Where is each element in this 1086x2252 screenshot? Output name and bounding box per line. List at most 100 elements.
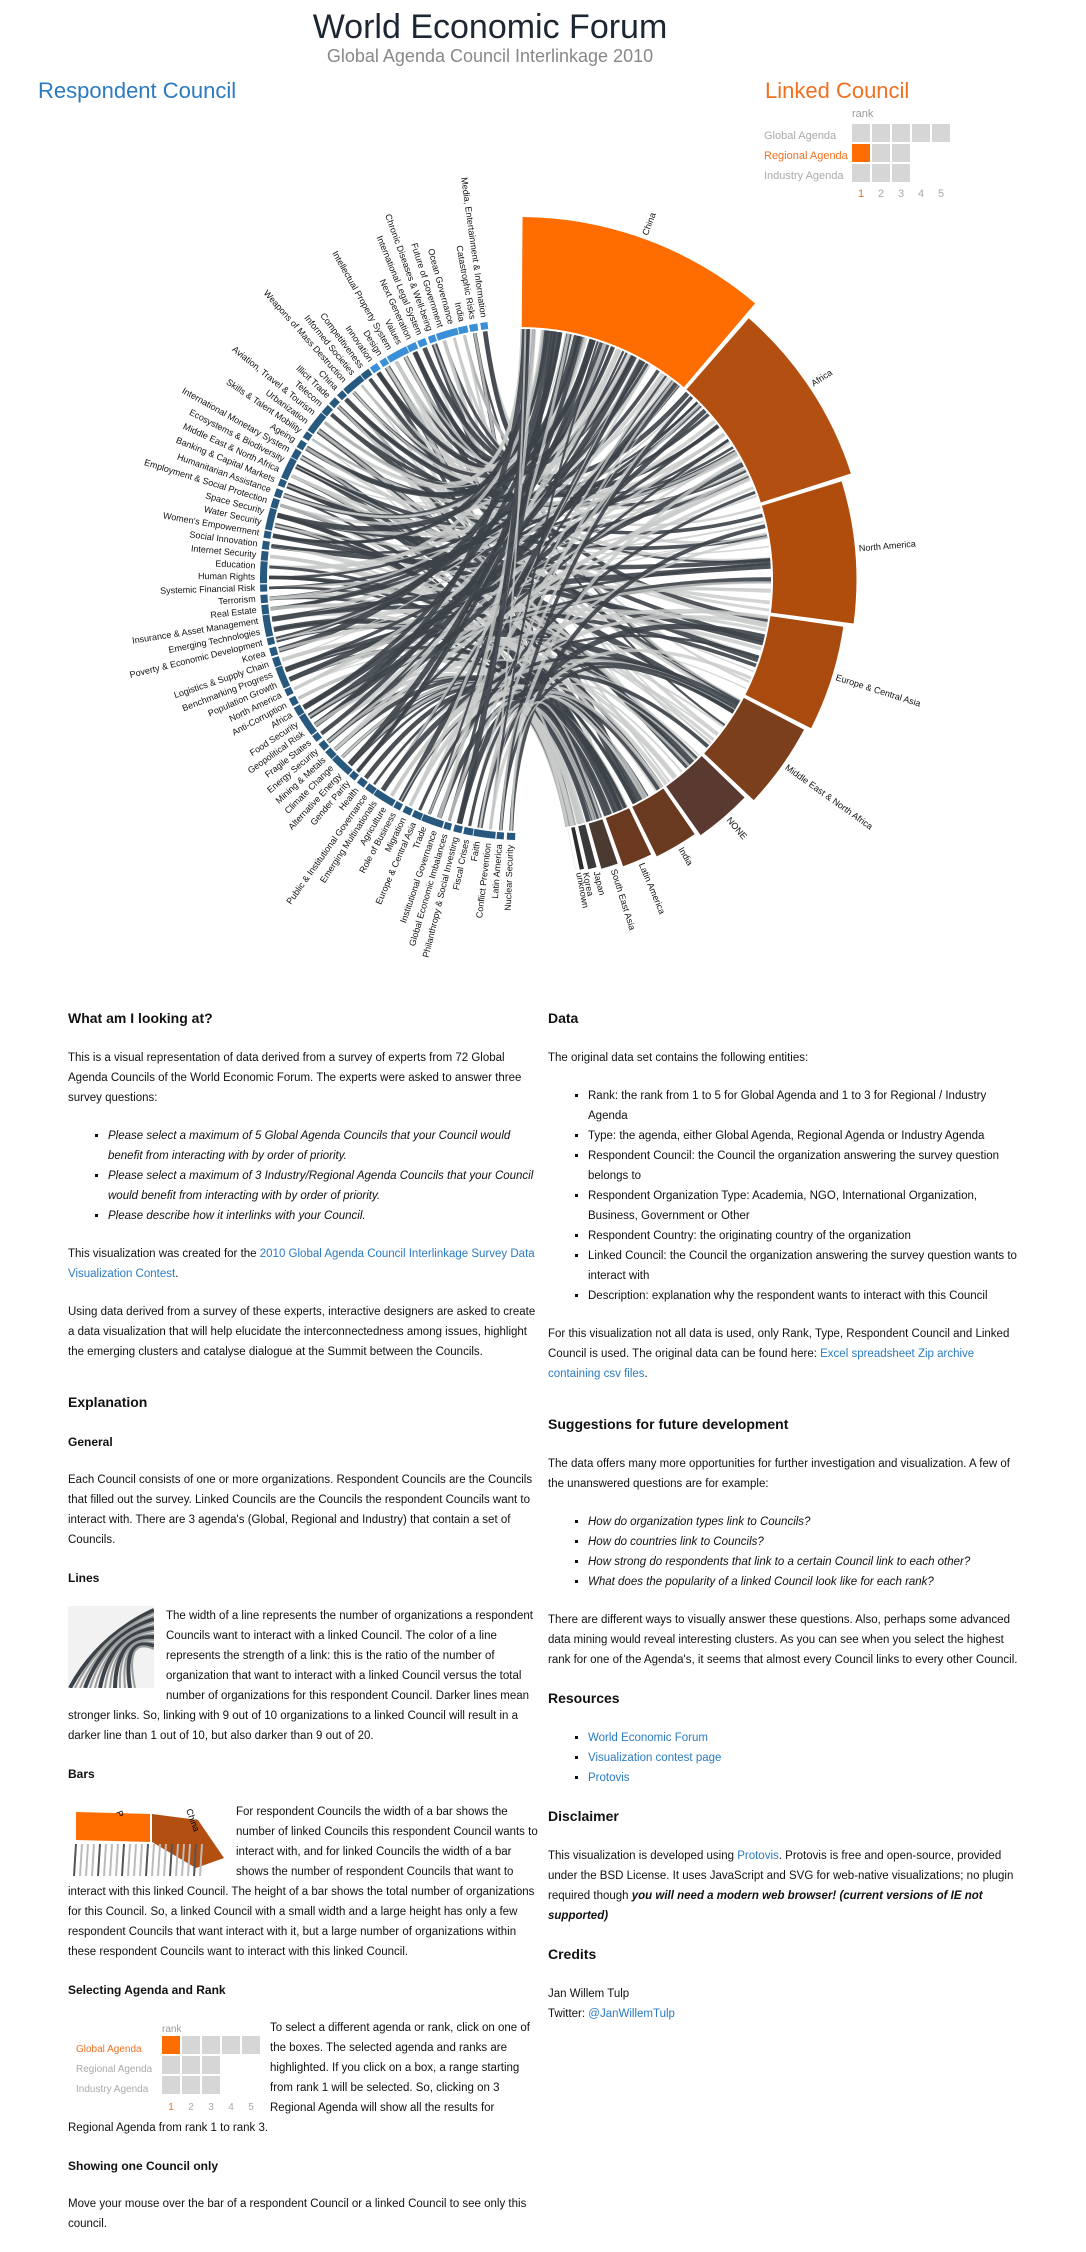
respondent-council-bar[interactable]	[411, 810, 424, 821]
respondent-council-bar[interactable]	[263, 530, 272, 539]
respondent-council-bar[interactable]	[318, 739, 330, 751]
respondent-council-bar[interactable]	[329, 397, 340, 409]
protovis-inline-link[interactable]: Protovis	[737, 1850, 779, 1862]
respondent-council-bar[interactable]	[259, 571, 268, 584]
contest-page-link[interactable]: Visualization contest page	[588, 1752, 722, 1764]
linked-council-bar[interactable]	[666, 756, 745, 836]
respondent-council-bar[interactable]	[382, 794, 396, 807]
respondent-council-bar[interactable]	[506, 832, 516, 840]
linked-council-bar[interactable]	[605, 808, 652, 867]
respondent-council-bar[interactable]	[369, 362, 381, 374]
respondent-council-bar[interactable]	[296, 439, 307, 451]
respondent-council-bar[interactable]	[302, 431, 313, 442]
respondent-council-bar[interactable]	[421, 814, 434, 825]
rank-cell[interactable]	[852, 144, 870, 162]
linked-council-bar[interactable]	[686, 318, 851, 503]
respondent-council-bar[interactable]	[406, 341, 419, 353]
agenda-row-regional-agenda[interactable]: Regional Agenda	[764, 150, 848, 162]
respondent-council-bar[interactable]	[480, 322, 489, 330]
linked-council-bar[interactable]	[588, 819, 618, 869]
linked-council-bar[interactable]	[745, 616, 844, 729]
respondent-council-bar[interactable]	[468, 323, 479, 332]
respondent-council-bar[interactable]	[430, 817, 445, 829]
rank-cell[interactable]	[892, 144, 910, 162]
respondent-council-bar[interactable]	[325, 747, 337, 760]
respondent-council-bar[interactable]	[402, 805, 414, 816]
respondent-council-bar[interactable]	[379, 357, 390, 368]
respondent-council-bar[interactable]	[281, 466, 293, 481]
agenda-row-global-agenda[interactable]: Global Agenda	[764, 130, 837, 142]
respondent-council-bar[interactable]	[435, 330, 450, 341]
linked-council-bar[interactable]	[571, 827, 584, 870]
respondent-council-bar[interactable]	[453, 824, 463, 834]
respondent-council-bar[interactable]	[417, 337, 428, 348]
respondent-council-bar[interactable]	[496, 831, 505, 840]
respondent-council-bar[interactable]	[284, 686, 294, 697]
linked-council-bar[interactable]	[632, 788, 695, 857]
respondent-council-bar[interactable]	[275, 665, 286, 678]
rank-cell[interactable]	[852, 164, 870, 182]
respondent-council-bar[interactable]	[321, 404, 334, 417]
respondent-council-bar[interactable]	[443, 821, 453, 831]
respondent-council-bar[interactable]	[463, 826, 474, 836]
respondent-council-bar[interactable]	[273, 488, 284, 499]
respondent-council-bar[interactable]	[483, 830, 496, 839]
respondent-council-bar[interactable]	[264, 624, 274, 638]
linked-council-bar[interactable]	[704, 697, 804, 801]
respondent-council-bar[interactable]	[277, 478, 288, 488]
respondent-council-bar[interactable]	[279, 674, 291, 689]
respondent-council-bar[interactable]	[267, 507, 277, 520]
rank-cell[interactable]	[872, 164, 890, 182]
respondent-council-bar[interactable]	[298, 713, 311, 726]
linked-council-bar[interactable]	[567, 828, 576, 870]
respondent-council-bar[interactable]	[266, 636, 276, 646]
respondent-council-bar[interactable]	[339, 761, 353, 776]
contest-link[interactable]: 2010 Global Agenda Council Interlinkage …	[68, 1248, 535, 1280]
respondent-council-bar[interactable]	[446, 327, 459, 338]
rank-cell[interactable]	[892, 124, 910, 142]
respondent-council-bar[interactable]	[261, 540, 270, 550]
rank-cell[interactable]	[892, 164, 910, 182]
respondent-council-bar[interactable]	[293, 704, 305, 717]
rank-cell[interactable]	[872, 124, 890, 142]
respondent-council-bar[interactable]	[261, 604, 270, 615]
respondent-council-bar[interactable]	[270, 497, 280, 509]
respondent-council-bar[interactable]	[393, 800, 404, 811]
rank-cell[interactable]	[852, 124, 870, 142]
respondent-council-bar[interactable]	[312, 731, 323, 742]
linked-council-bar[interactable]	[578, 824, 597, 870]
data-download-link[interactable]: Excel spreadsheet Zip archive containing…	[548, 1348, 975, 1380]
respondent-council-bar[interactable]	[457, 325, 469, 335]
respondent-council-bar[interactable]	[260, 561, 268, 573]
respondent-council-bar[interactable]	[396, 346, 410, 358]
linked-council-bar[interactable]	[761, 481, 857, 624]
respondent-council-bar[interactable]	[260, 550, 269, 561]
respondent-council-bar[interactable]	[356, 777, 368, 788]
respondent-council-bar[interactable]	[473, 828, 485, 838]
respondent-council-bar[interactable]	[351, 374, 365, 388]
linked-council-bar[interactable]	[521, 217, 756, 388]
rank-cell[interactable]	[912, 124, 930, 142]
respondent-council-bar[interactable]	[314, 412, 327, 426]
wef-link[interactable]: World Economic Forum	[588, 1732, 708, 1744]
respondent-council-bar[interactable]	[285, 457, 297, 471]
respondent-council-bar[interactable]	[365, 783, 377, 795]
twitter-link[interactable]: @JanWillemTulp	[588, 2008, 675, 2020]
respondent-council-bar[interactable]	[343, 381, 357, 395]
protovis-link[interactable]: Protovis	[588, 1772, 630, 1784]
respondent-council-bar[interactable]	[269, 646, 279, 657]
respondent-council-bar[interactable]	[262, 614, 271, 626]
respondent-council-bar[interactable]	[272, 656, 282, 668]
respondent-council-bar[interactable]	[373, 788, 387, 801]
rank-cell[interactable]	[872, 144, 890, 162]
respondent-council-bar[interactable]	[427, 334, 437, 344]
respondent-council-bar[interactable]	[349, 770, 360, 781]
respondent-council-bar[interactable]	[265, 517, 275, 531]
respondent-council-bar[interactable]	[288, 695, 299, 707]
respondent-council-bar[interactable]	[332, 754, 345, 768]
respondent-council-bar[interactable]	[260, 584, 268, 592]
respondent-council-bar[interactable]	[386, 350, 401, 363]
rank-cell[interactable]	[932, 124, 950, 142]
respondent-council-bar[interactable]	[337, 390, 348, 401]
respondent-council-bar[interactable]	[304, 721, 317, 736]
